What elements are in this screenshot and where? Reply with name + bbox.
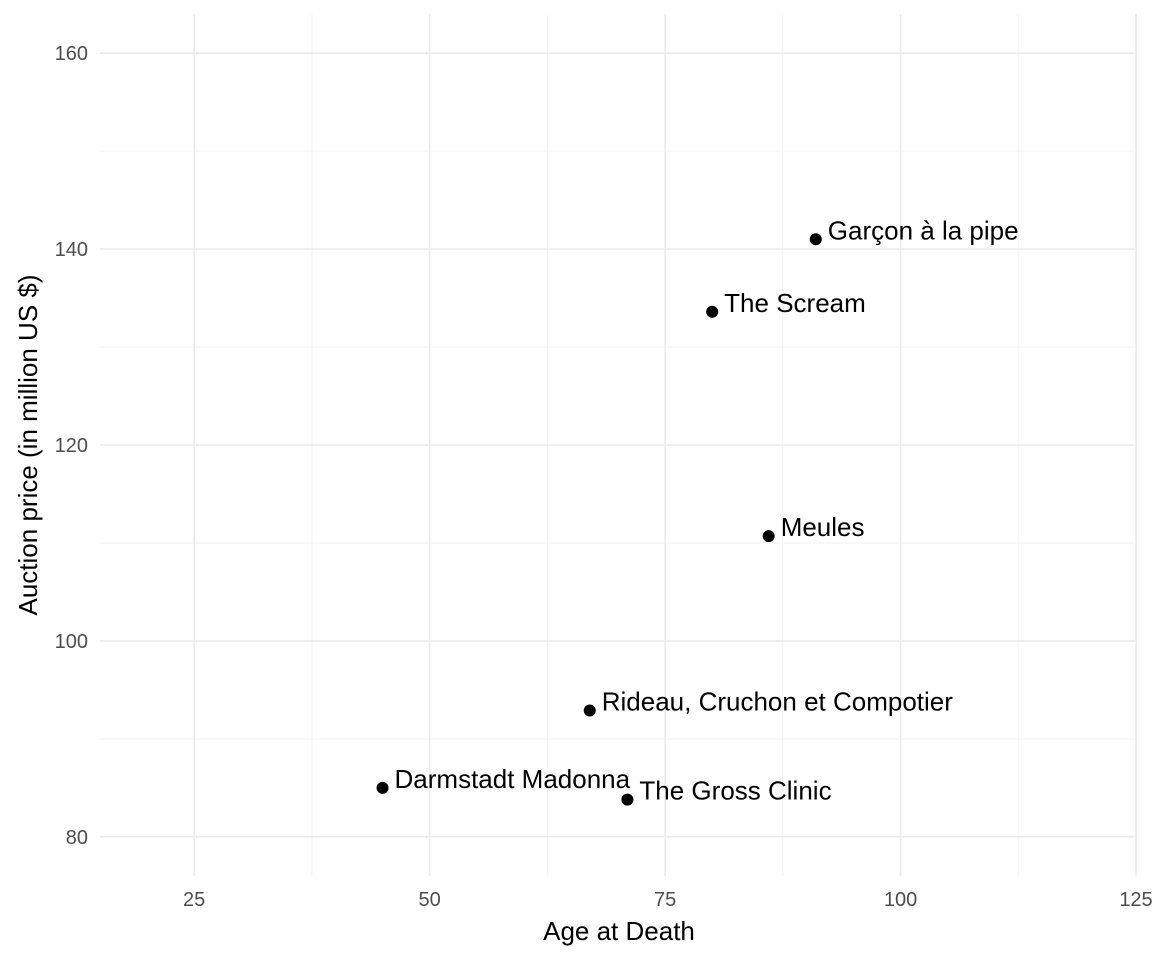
data-point	[809, 233, 822, 246]
point-label: Darmstadt Madonna	[395, 764, 631, 794]
point-label: Garçon à la pipe	[828, 215, 1019, 245]
x-tick-label: 25	[183, 889, 205, 911]
data-points	[376, 233, 822, 806]
x-tick-label: 125	[1119, 889, 1152, 911]
point-label: Meules	[781, 512, 865, 542]
point-label: The Gross Clinic	[639, 776, 831, 806]
point-label: The Scream	[724, 288, 866, 318]
y-tick-label: 140	[55, 239, 88, 261]
x-axis-title: Age at Death	[543, 916, 695, 946]
point-labels: Garçon à la pipe The Scream Meules Rideau, …	[395, 215, 1019, 805]
x-tick-label: 100	[884, 889, 917, 911]
y-tick-label: 120	[55, 435, 88, 457]
point-label: Rideau, Cruchon et Compotier	[602, 686, 954, 716]
data-point	[621, 793, 634, 806]
x-tick-label: 75	[654, 889, 676, 911]
y-axis-title: Auction price (in million US $)	[13, 274, 43, 615]
y-tick-label: 80	[66, 827, 88, 849]
data-point	[583, 704, 596, 717]
data-point	[376, 781, 389, 794]
data-point	[762, 530, 775, 543]
data-point	[706, 305, 719, 318]
axis-ticks: 25 50 75 100 125 80 100 120 140 160	[55, 43, 1152, 911]
grid-lines	[100, 14, 1137, 876]
y-tick-label: 160	[55, 43, 88, 65]
y-tick-label: 100	[55, 631, 88, 653]
x-tick-label: 50	[419, 889, 441, 911]
